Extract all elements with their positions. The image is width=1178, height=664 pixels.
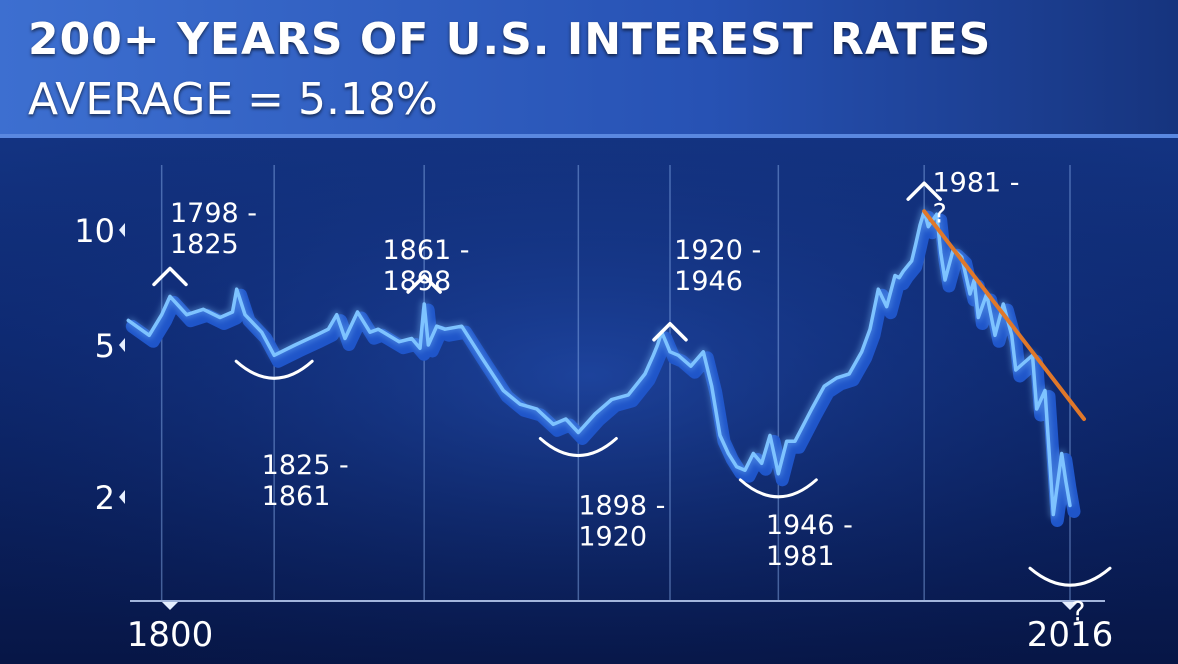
peak-chevron-1981 — [906, 181, 942, 201]
header-bar — [0, 0, 1178, 136]
trough-arc-1825 — [234, 359, 314, 380]
annotation-2-line-0: 1861 - — [383, 235, 470, 266]
trough-arc-1946 — [738, 478, 818, 499]
x-tick-marker-1800 — [162, 602, 178, 610]
trend-line — [922, 209, 1086, 422]
header-rule — [0, 134, 1178, 138]
trough-arc-2016 — [1028, 566, 1112, 587]
x-tick-marker-2016 — [1062, 602, 1078, 610]
annotation-4-line-1: 1946 — [674, 266, 743, 297]
y-tick-label-10: 10 — [74, 212, 115, 250]
annotation-7-line-0: ? — [1071, 597, 1085, 628]
annotation-3-line-1: 1920 — [578, 521, 647, 552]
peak-chevron-1800 — [152, 266, 188, 287]
data-marks — [125, 207, 1086, 527]
trough-arc-1898 — [538, 437, 618, 458]
gridlines — [160, 165, 1071, 600]
annotation-1-line-1: 1861 — [262, 481, 331, 512]
y-tick-marker-10 — [119, 223, 125, 237]
background-glow — [0, 140, 1178, 664]
annotation-4-line-0: 1920 - — [674, 235, 761, 266]
x-tick-label-1800: 1800 — [127, 615, 214, 655]
peak-chevron-1920 — [652, 322, 688, 342]
chart-title: 200+ YEARS OF U.S. INTEREST RATES — [28, 14, 992, 65]
series-line — [126, 209, 1072, 517]
peak-chevron-1861 — [406, 274, 442, 294]
annotation-3-line-0: 1898 - — [578, 490, 665, 521]
x-tick-label-2016: 2016 — [1027, 615, 1114, 655]
annotation-5-line-1: 1981 — [766, 541, 835, 572]
y-tick-label-2: 2 — [95, 479, 115, 517]
chart-subtitle: AVERAGE = 5.18% — [28, 74, 438, 125]
annotation-0-line-1: 1825 — [170, 229, 239, 260]
y-tick-marker-2 — [119, 490, 125, 504]
annotation-6-line-0: 1981 - — [933, 168, 1020, 199]
axes: 1800 2016 2 5 10 — [74, 212, 1113, 655]
y-tick-marker-5 — [119, 337, 125, 352]
annotation-0-line-0: 1798 - — [170, 198, 257, 229]
annotation-5-line-0: 1946 - — [766, 510, 853, 541]
y-tick-label-5: 5 — [95, 327, 115, 365]
annotation-6-line-1: ? — [933, 199, 947, 230]
annotation-1-line-0: 1825 - — [262, 450, 349, 481]
annotation-2-line-1: 1898 — [383, 266, 452, 297]
